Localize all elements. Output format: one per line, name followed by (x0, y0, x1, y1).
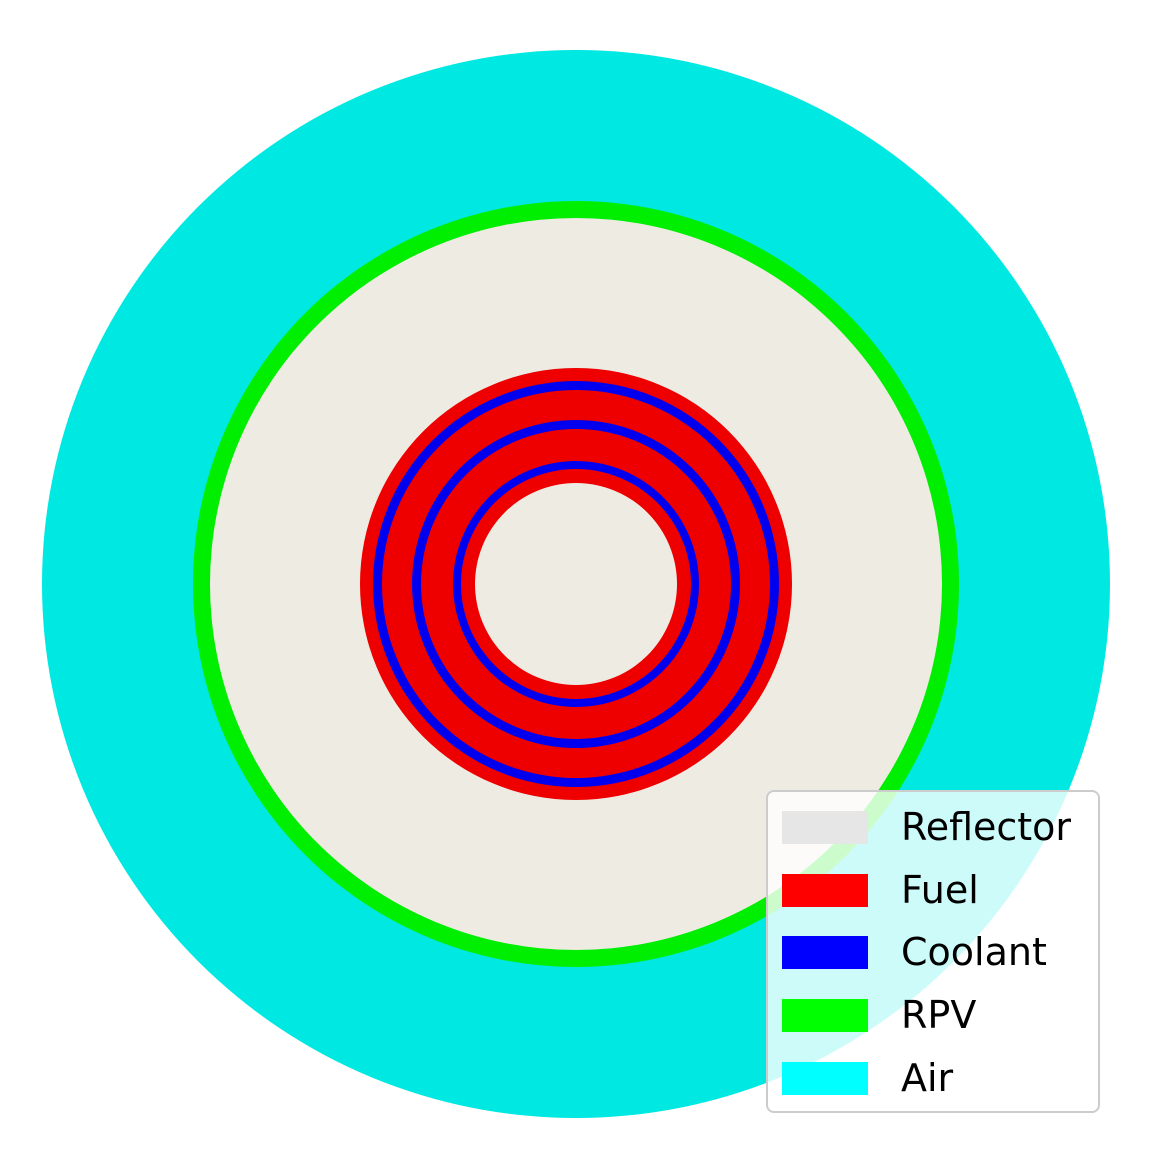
legend-swatch-coolant (782, 935, 868, 969)
central-reflector (475, 483, 677, 685)
legend: Reflector Fuel Coolant RPV Air (766, 790, 1100, 1113)
legend-swatch-fuel (782, 873, 868, 907)
legend-item-rpv: RPV (782, 995, 976, 1035)
legend-label-reflector: Reflector (901, 805, 1072, 849)
legend-label-fuel: Fuel (901, 868, 979, 912)
legend-swatch-rpv (782, 998, 868, 1032)
legend-swatch-air (782, 1061, 868, 1095)
legend-label-coolant: Coolant (901, 930, 1047, 974)
legend-label-rpv: RPV (901, 993, 977, 1037)
legend-item-reflector: Reflector (782, 807, 1071, 847)
legend-item-fuel: Fuel (782, 870, 979, 910)
legend-item-air: Air (782, 1058, 953, 1098)
legend-swatch-reflector (782, 810, 868, 844)
legend-label-air: Air (901, 1056, 954, 1100)
legend-item-coolant: Coolant (782, 932, 1047, 972)
